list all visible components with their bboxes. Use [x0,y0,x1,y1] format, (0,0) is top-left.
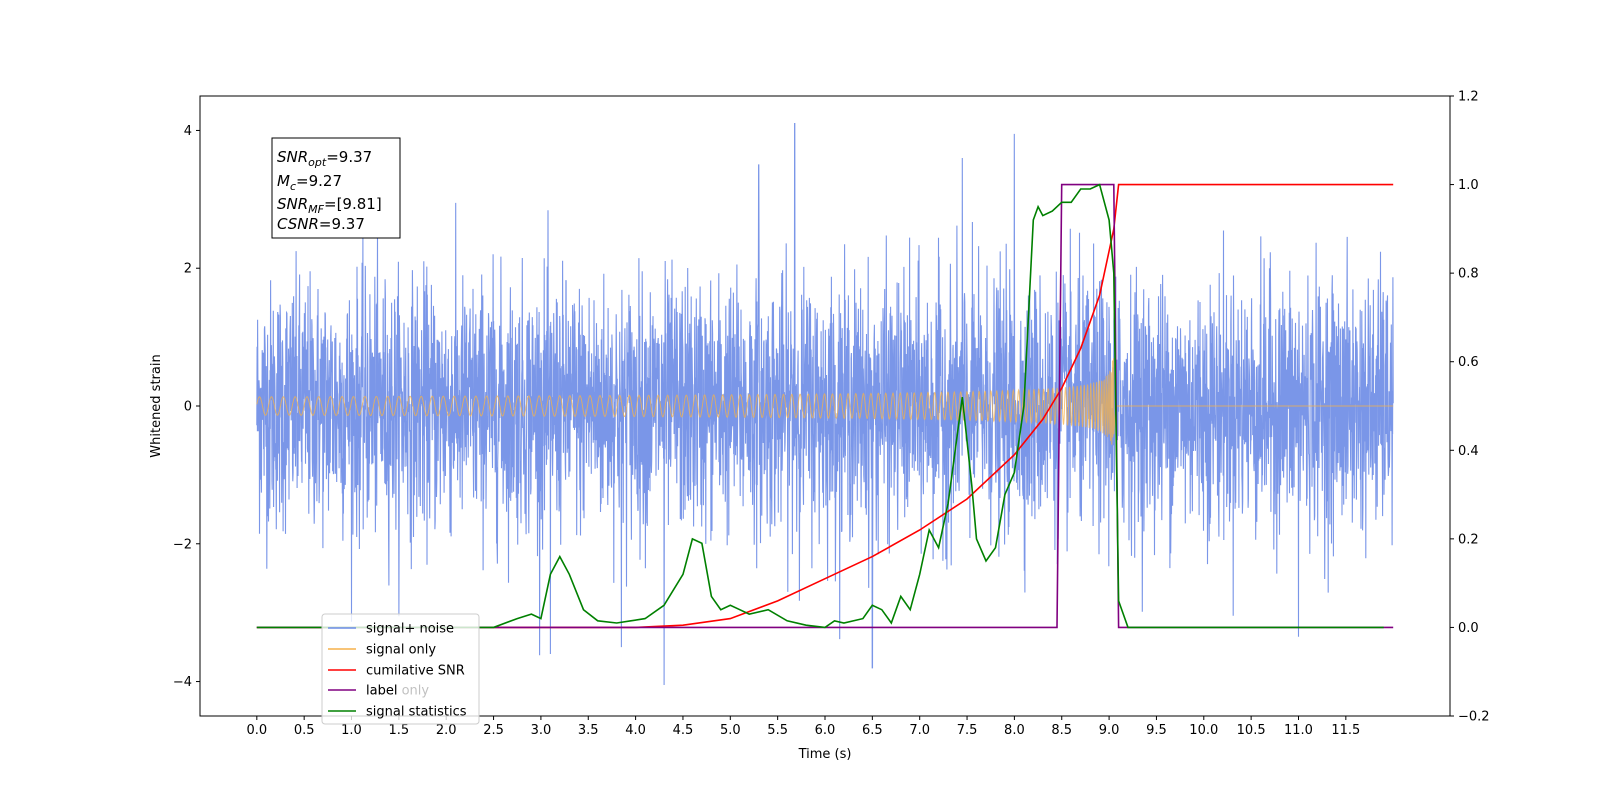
y-left-tick-label: 4 [184,124,192,139]
y-axis-right-ticks: 1.2 1.0 0.8 0.6 0.4 0.2 0.0 −0.2 [1450,90,1490,725]
legend-label-signal-noise: signal+ noise [366,622,454,637]
y-left-tick-label: 0 [184,400,192,415]
x-tick-label: 11.0 [1284,723,1313,738]
x-tick-label: 6.5 [862,723,883,738]
x-tick-label: 4.0 [625,723,646,738]
x-axis-ticks: 0.0 0.5 1.0 1.5 2.0 2.5 3.0 3.5 4.0 4.5 5.0 5.5 6.0 6… [246,716,1360,738]
annotation-mc-value: =9.27 [296,172,342,190]
annotation-mc-sub: c [290,180,296,193]
y-left-tick-label: −2 [173,537,192,552]
annotation-snr-mf: SNRMF=[9.81] [277,195,382,216]
y-right-tick-label: 0.0 [1458,621,1479,636]
y-left-tick-label: −4 [173,675,192,690]
x-tick-label: 10.5 [1237,723,1266,738]
x-tick-label: 0.5 [294,723,315,738]
annotation-snr-mf-main: SNR [277,195,308,213]
x-tick-label: 3.0 [531,723,552,738]
x-tick-label: 1.5 [389,723,410,738]
noise-series [256,123,1394,686]
y-right-tick-label: 1.2 [1458,90,1479,105]
annotation-frame [271,137,401,239]
series-line-signal-only [256,358,1394,445]
annotation-box: SNRopt=9.37 Mc=9.27 SNRMF=[9.81] CSNR=9.… [271,137,401,239]
annotation-snr-mf-sub: MF [308,203,324,216]
legend-label-signal-statistics: signal statistics [366,705,467,720]
y-right-tick-label: 1.0 [1458,178,1479,193]
series-line-signal-noise [256,123,1394,686]
annotation-snr-opt-value: =9.37 [326,148,372,166]
series-line-cumilative-snr [256,183,1394,629]
annotation-snr-opt-main: SNR [277,148,308,166]
legend-label-label: label [366,684,397,699]
x-tick-label: 8.0 [1004,723,1025,738]
x-tick-label: 7.5 [957,723,978,738]
y-right-tick-label: 0.8 [1458,267,1479,282]
right-axis-series [256,183,1394,629]
x-tick-label: 9.0 [1099,723,1120,738]
x-tick-label: 7.0 [909,723,930,738]
x-tick-label: 8.5 [1051,723,1072,738]
y-right-tick-label: −0.2 [1458,710,1490,725]
x-tick-label: 6.0 [815,723,836,738]
annotation-snr-mf-value: =[9.81] [324,195,382,213]
annotation-csnr: CSNR=9.37 [277,215,365,233]
y-axis-label: Whitened strain [149,354,164,457]
x-tick-label: 10.0 [1189,723,1218,738]
annotation-csnr-main: CSNR [277,215,319,233]
y-right-tick-label: 0.2 [1458,532,1479,547]
legend-frame [321,613,480,725]
legend-label-label-only: label only [366,684,429,699]
x-tick-label: 0.0 [246,723,267,738]
x-tick-label: 3.5 [578,723,599,738]
x-tick-label: 5.0 [720,723,741,738]
annotation-snr-opt-sub: opt [308,156,327,169]
annotation-mc: Mc=9.27 [277,172,342,193]
legend-label-cumilative-snr: cumilative SNR [366,664,465,679]
x-axis-label: Time (s) [798,747,852,762]
legend: signal+ noise signal only cumilative SNR la… [321,613,480,725]
signal-series [256,358,1394,445]
annotation-mc-main: M [277,172,290,190]
x-tick-label: 2.5 [483,723,504,738]
x-tick-label: 4.5 [673,723,694,738]
legend-label-signal-only: signal only [366,643,436,658]
y-right-tick-label: 0.6 [1458,355,1479,370]
series-line-signal-statistics [256,183,1384,629]
x-tick-label: 9.5 [1146,723,1167,738]
x-tick-label: 1.0 [341,723,362,738]
x-tick-label: 2.0 [436,723,457,738]
x-tick-label: 11.5 [1331,723,1360,738]
x-tick-label: 5.5 [767,723,788,738]
y-left-tick-label: 2 [184,262,192,277]
annotation-snr-opt: SNRopt=9.37 [277,148,372,169]
y-right-tick-label: 0.4 [1458,444,1479,459]
annotation-csnr-value: =9.37 [319,215,365,233]
y-axis-left-ticks: 4 2 0 −2 −4 [173,124,200,690]
legend-items: signal+ noise signal only cumilative SNR la… [328,622,467,720]
